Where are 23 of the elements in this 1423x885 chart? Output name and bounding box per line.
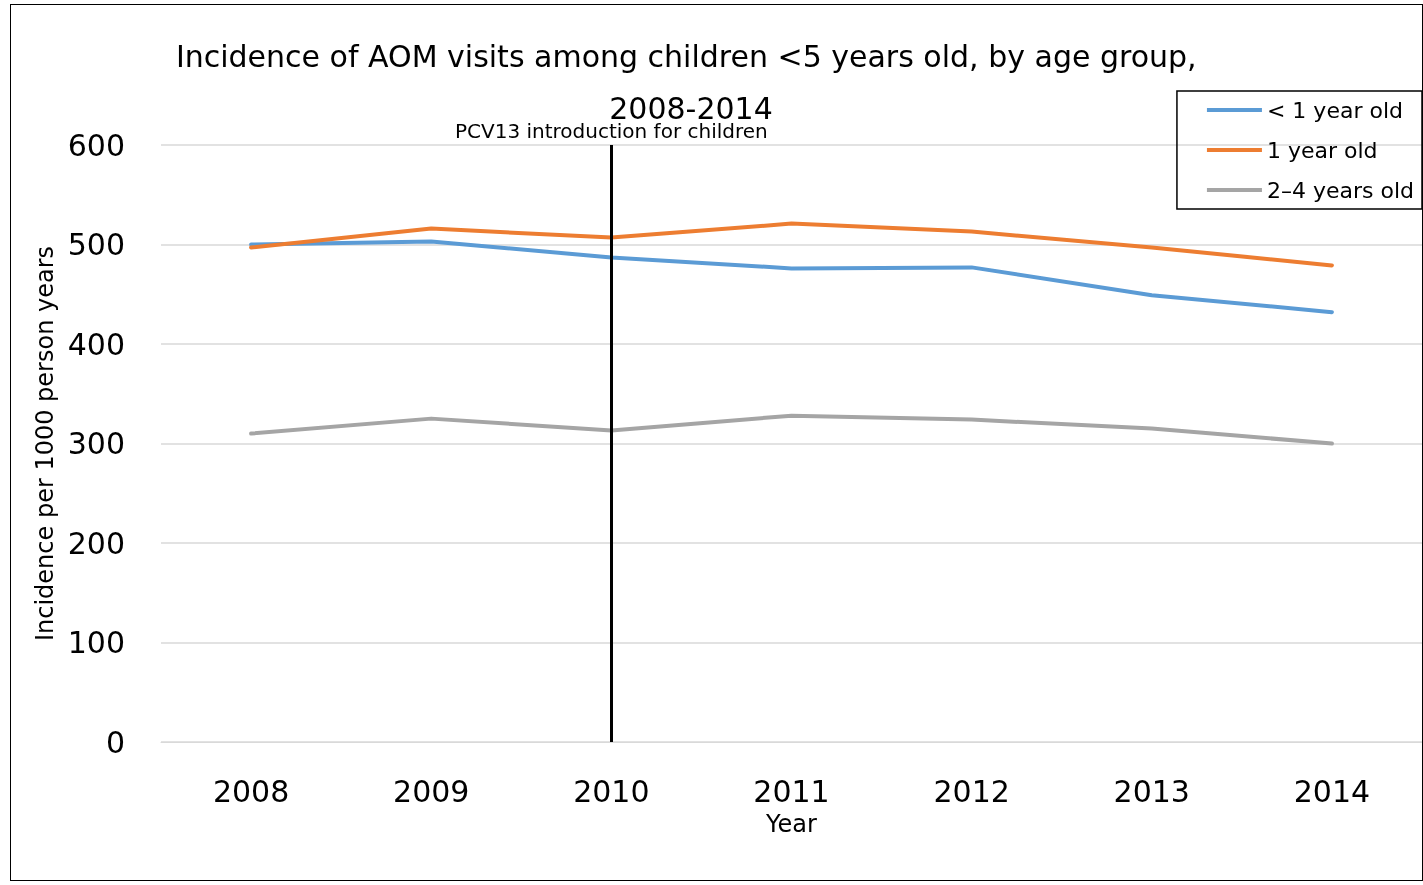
x-tick-label: 2010: [573, 773, 650, 809]
line-series: [249, 221, 1334, 268]
x-tick-label: 2013: [1113, 773, 1190, 809]
ref-line-label: PCV13 introduction for children: [454, 119, 768, 143]
x-tick-label: 2008: [212, 773, 290, 809]
y-axis-title: Incidence per 1000 person years: [30, 245, 59, 642]
y-tick-label: 200: [67, 525, 125, 561]
x-tick-label: 2009: [393, 773, 470, 809]
x-tick-label: 2011: [753, 773, 830, 809]
line-series: [249, 239, 1334, 315]
legend-label: < 1 year old: [1266, 97, 1403, 123]
x-tick-label: 2014: [1293, 773, 1371, 809]
legend-label: 1 year old: [1266, 137, 1378, 163]
y-tick-label: 0: [105, 724, 125, 760]
y-tick-label: 500: [67, 227, 125, 262]
x-tick-label: 2012: [933, 773, 1010, 809]
legend-label: 2–4 years old: [1266, 177, 1414, 203]
y-tick-label: 300: [67, 426, 125, 461]
y-tick-label: 600: [67, 127, 125, 163]
y-tick-label: 400: [67, 326, 125, 362]
x-axis-title: Year: [765, 810, 818, 838]
line-series: [249, 413, 1334, 446]
y-tick-label: 100: [67, 625, 125, 660]
